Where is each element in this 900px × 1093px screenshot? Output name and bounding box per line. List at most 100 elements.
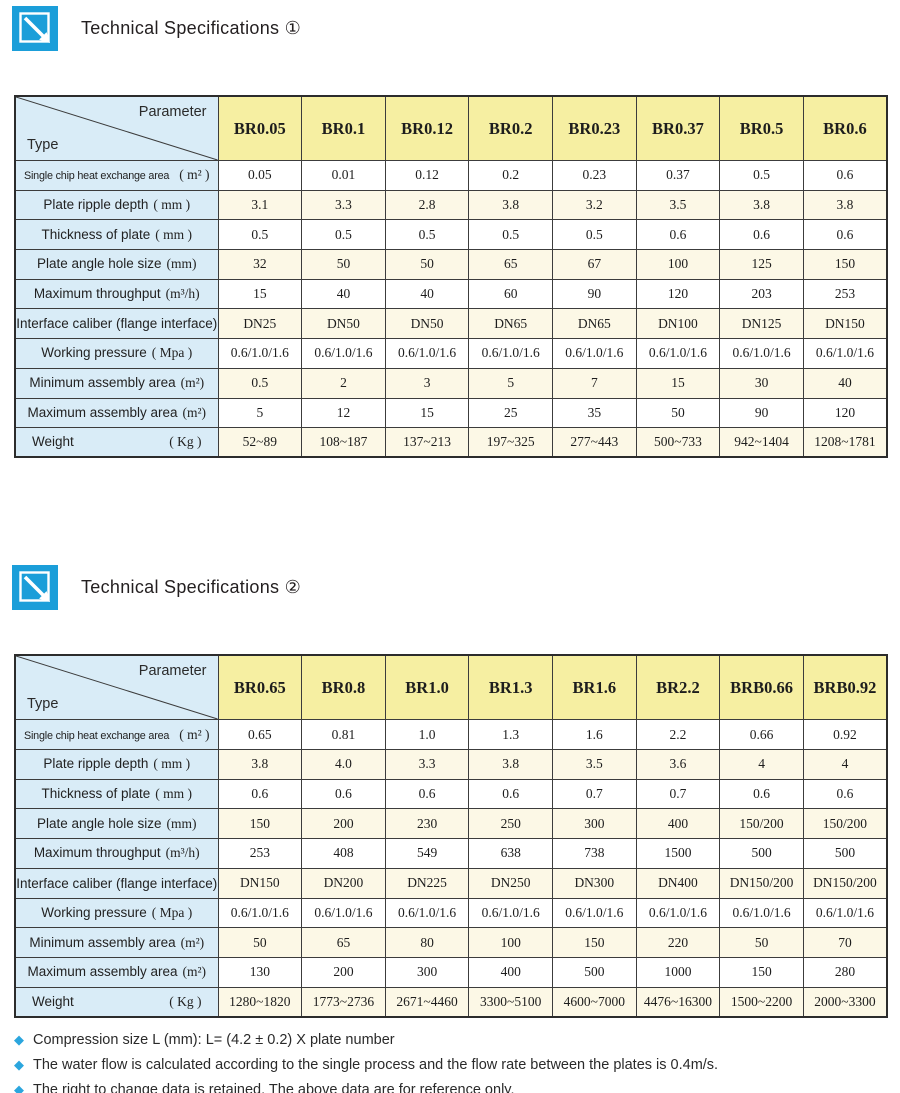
value-cell: 90 — [552, 278, 637, 310]
value-cell: DN225 — [384, 867, 470, 899]
value-cell: 150 — [552, 927, 637, 958]
column-header: BRB0.66 — [719, 654, 804, 721]
value-cell: 1280~1820 — [217, 986, 303, 1018]
column-header: BR0.1 — [301, 95, 386, 161]
table-row: Working pressure( Mpa ) 0.6/1.0/1.6 0.6/1.… — [14, 897, 888, 929]
column-header: BR0.12 — [384, 95, 470, 161]
value-cell: 4 — [802, 749, 888, 780]
row-label: Weight ( Kg ) — [14, 427, 219, 458]
value-cell: 0.6/1.0/1.6 — [217, 338, 303, 369]
diamond-bullet-icon: ◆ — [14, 1082, 24, 1093]
note-text: Compression size L (mm): L= (4.2 ± 0.2) … — [33, 1032, 395, 1049]
value-cell: 120 — [635, 278, 721, 310]
value-cell: 12 — [301, 397, 386, 429]
table-row: Minimum assembly area (m²) 0.5 2 3 5 7 15 30 40 — [14, 367, 888, 399]
value-cell: 15 — [217, 278, 303, 310]
row-unit-text: ( m² ) — [179, 167, 210, 183]
row-label-text: Thickness of plate — [41, 226, 151, 242]
value-cell: 300 — [384, 956, 470, 988]
value-cell: 35 — [552, 397, 637, 429]
value-cell: 500 — [802, 838, 888, 869]
value-cell: DN150/200 — [719, 867, 804, 899]
value-cell: 0.6/1.0/1.6 — [552, 338, 637, 369]
column-header: BR0.2 — [468, 95, 553, 161]
table-row: Plate ripple depth( mm ) 3.1 3.3 2.8 3.8 3.2 3… — [14, 189, 888, 221]
column-header: BR0.5 — [719, 95, 804, 161]
row-unit-text: (m³/h) — [165, 845, 200, 861]
corner-parameter-label: Parameter — [138, 104, 207, 120]
note-text: The water flow is calculated according t… — [33, 1057, 719, 1074]
value-cell: 0.5 — [217, 367, 303, 399]
value-cell: 200 — [301, 956, 386, 988]
row-label: Working pressure( Mpa ) — [14, 338, 219, 369]
value-cell: DN150 — [802, 308, 888, 340]
column-header: BR2.2 — [635, 654, 721, 721]
value-cell: 15 — [384, 397, 470, 429]
value-cell: 150 — [802, 249, 888, 280]
value-cell: 80 — [384, 927, 470, 958]
table-row: Plate angle hole size (mm) 150 200 230 250 300… — [14, 808, 888, 840]
value-cell: 0.81 — [301, 719, 386, 751]
value-cell: 7 — [552, 367, 637, 399]
value-cell: 65 — [301, 927, 386, 958]
value-cell: 5 — [217, 397, 303, 429]
table-row: Interface caliber (flange interface) DN25… — [14, 308, 888, 340]
row-unit-text: ( m² ) — [179, 726, 210, 742]
row-label: Working pressure( Mpa ) — [14, 897, 219, 929]
column-header: BR1.3 — [468, 654, 553, 721]
row-label-text: Maximum throughput — [33, 845, 161, 861]
value-cell: 137~213 — [384, 427, 470, 458]
corner-type-label: Type — [27, 696, 59, 713]
row-label: Interface caliber (flange interface) — [14, 867, 219, 899]
value-cell: 0.6/1.0/1.6 — [217, 897, 303, 929]
table-row: Working pressure( Mpa ) 0.6/1.0/1.6 0.6/1.… — [14, 338, 888, 369]
table-row: Weight ( Kg ) 52~89 108~187 137~213 197~325 27… — [14, 427, 888, 458]
column-header: BRB0.92 — [802, 654, 888, 721]
value-cell: 0.6 — [802, 160, 888, 191]
value-cell: 250 — [468, 808, 553, 840]
section-2-header: Technical Specifications ② — [12, 565, 900, 611]
value-cell: DN150/200 — [802, 867, 888, 899]
row-label: Maximum throughput (m³/h) — [14, 278, 219, 310]
value-cell: 70 — [802, 927, 888, 958]
value-cell: 0.12 — [384, 160, 470, 191]
table-row: Maximum assembly area (m²) 130 200 300 400 500… — [14, 956, 888, 988]
value-cell: 0.6/1.0/1.6 — [384, 897, 470, 929]
value-cell: DN65 — [468, 308, 553, 340]
value-cell: 0.6 — [468, 778, 553, 810]
value-cell: 0.6 — [802, 219, 888, 251]
value-cell: 1.3 — [468, 719, 553, 751]
value-cell: 0.6/1.0/1.6 — [468, 897, 553, 929]
value-cell: 52~89 — [217, 427, 303, 458]
row-label-text: Plate ripple depth — [43, 197, 149, 213]
row-label-text: Minimum assembly area — [29, 375, 176, 391]
value-cell: 253 — [802, 278, 888, 310]
row-label-text: Plate angle hole size — [36, 815, 162, 831]
column-header: BR0.05 — [217, 95, 303, 161]
row-label: Plate ripple depth( mm ) — [14, 189, 219, 221]
note-item: ◆ Compression size L (mm): L= (4.2 ± 0.2… — [14, 1028, 900, 1053]
value-cell: 65 — [468, 249, 553, 280]
corner-cell: Parameter Type — [14, 95, 219, 161]
row-unit-text: ( Kg ) — [169, 434, 202, 450]
value-cell: 1773~2736 — [301, 986, 386, 1018]
value-cell: 0.6 — [301, 778, 386, 810]
section-spec-2: Technical Specifications ② Parameter Type… — [0, 565, 900, 1018]
value-cell: 3.8 — [802, 189, 888, 221]
value-cell: 2000~3300 — [802, 986, 888, 1018]
value-cell: 200 — [301, 808, 386, 840]
row-label-text: Weight — [32, 993, 74, 1009]
value-cell: DN300 — [552, 867, 637, 899]
row-unit-text: (m²) — [180, 375, 205, 391]
value-cell: 0.6 — [719, 778, 804, 810]
value-cell: 2671~4460 — [384, 986, 470, 1018]
value-cell: 3.8 — [468, 749, 553, 780]
column-header: BR0.8 — [301, 654, 386, 721]
value-cell: DN125 — [719, 308, 804, 340]
value-cell: 67 — [552, 249, 637, 280]
value-cell: DN150 — [217, 867, 303, 899]
value-cell: 500 — [552, 956, 637, 988]
value-cell: 400 — [468, 956, 553, 988]
value-cell: 0.5 — [217, 219, 303, 251]
value-cell: 253 — [217, 838, 303, 869]
